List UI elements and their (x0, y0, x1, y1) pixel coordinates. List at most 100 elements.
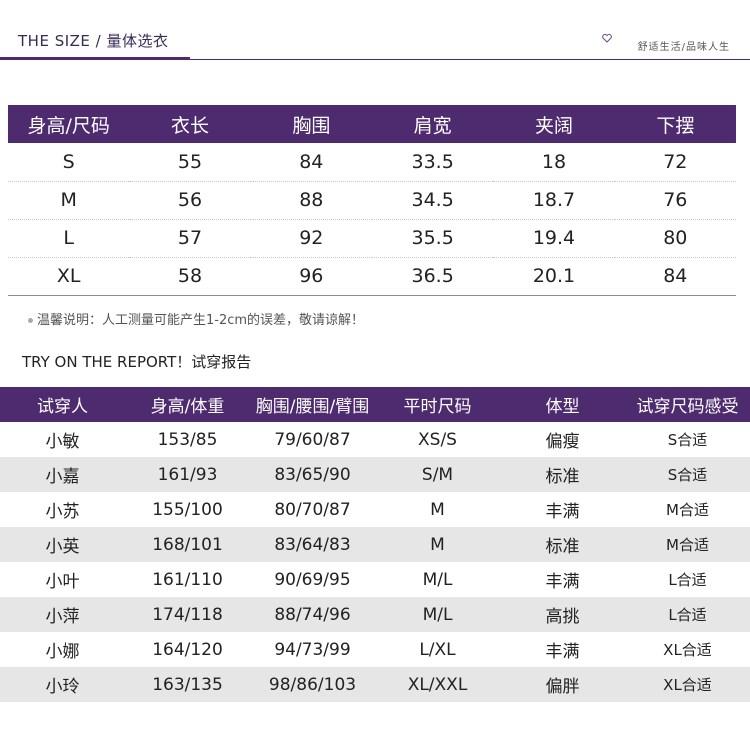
try-table-header-row: 试穿人 身高/体重 胸围/腰围/臂围 平时尺码 体型 试穿尺码感受 (0, 387, 750, 422)
try-cell: 83/65/90 (250, 457, 375, 492)
measurement-note-text: 温馨说明：人工测量可能产生1-2cm的误差，敬请谅解！ (37, 313, 365, 328)
try-cell: S合适 (625, 457, 750, 492)
page-header: THE SIZE / 量体选衣 舒适生活/品味人生 (0, 0, 750, 62)
try-cell: M/L (422, 569, 453, 590)
try-col-header: 试穿尺码感受 (625, 387, 750, 422)
page-title: THE SIZE / 量体选衣 (18, 32, 169, 50)
try-cell: 小玲 (0, 667, 125, 702)
try-cell: 标准 (500, 527, 625, 562)
try-cell: 80/70/87 (274, 499, 351, 520)
size-cell: 80 (614, 219, 736, 258)
try-table-row: 小嘉 161/93 83/65/90 S/M 标准 S合适 (0, 457, 750, 492)
size-cell: 19.4 (493, 219, 615, 258)
try-cell: S合适 (667, 431, 708, 449)
try-cell: 偏瘦 (545, 432, 580, 452)
try-cell: M/L (375, 597, 500, 632)
size-cell: 96 (250, 257, 372, 296)
size-cell: 84 (250, 143, 372, 182)
try-cell: XL/XXL (375, 667, 500, 702)
size-table-row: XL 58 96 36.5 20.1 84 (8, 257, 736, 296)
size-cell: XL (8, 257, 130, 296)
try-cell: 161/93 (125, 457, 250, 492)
try-table-row: 小娜 164/120 94/73/99 L/XL 丰满 XL合适 (0, 632, 750, 667)
size-cell: 20.1 (493, 257, 615, 296)
try-cell: 丰满 (545, 642, 580, 662)
size-cell: 58 (129, 257, 251, 296)
size-cell: 56 (129, 181, 251, 220)
try-cell: 98/86/103 (250, 667, 375, 702)
size-cell: 92 (250, 219, 372, 258)
try-table-row: 小敏 153/85 79/60/87 XS/S 偏瘦 S合适 (0, 422, 750, 457)
try-section-title: TRY ON THE REPORT！试穿报告 (22, 353, 252, 371)
size-cell: 57 (129, 219, 251, 258)
brand-slogan: 舒适生活/品味人生 (637, 42, 730, 53)
size-col-header: 身高/尺码 (8, 105, 130, 143)
size-table-row: M 56 88 34.5 18.7 76 (8, 181, 736, 220)
try-cell: 88/74/96 (250, 597, 375, 632)
try-cell: 164/120 (152, 639, 223, 660)
size-cell: 55 (129, 143, 251, 182)
size-cell: M (8, 181, 130, 220)
try-cell: 小苏 (45, 502, 80, 522)
try-col-header: 胸围/腰围/臂围 (250, 387, 375, 422)
size-cell: 34.5 (371, 181, 494, 220)
size-table: 身高/尺码 衣长 胸围 肩宽 夹阔 下摆 S 55 84 33.5 18 72 … (8, 105, 736, 296)
try-on-table: 试穿人 身高/体重 胸围/腰围/臂围 平时尺码 体型 试穿尺码感受 小敏 153… (0, 387, 750, 702)
try-cell: 163/135 (125, 667, 250, 702)
try-cell: 153/85 (157, 429, 218, 450)
measurement-note: 温馨说明：人工测量可能产生1-2cm的误差，敬请谅解！ (28, 309, 364, 328)
try-cell: XS/S (418, 429, 457, 450)
try-cell: 丰满 (545, 572, 580, 592)
try-cell: L合适 (625, 597, 750, 632)
try-cell: 小敏 (45, 432, 80, 452)
try-cell: L合适 (668, 571, 707, 589)
try-cell: M合适 (625, 527, 750, 562)
try-cell: 小娜 (45, 642, 80, 662)
try-cell: 83/64/83 (250, 527, 375, 562)
size-col-header: 衣长 (129, 105, 251, 143)
size-col-header: 下摆 (614, 105, 736, 143)
size-col-header: 胸围 (250, 105, 372, 143)
try-col-header: 身高/体重 (125, 387, 250, 422)
bullet-icon (28, 318, 33, 323)
try-cell: 161/110 (152, 569, 223, 590)
size-cell: S (8, 143, 130, 182)
size-cell: 72 (614, 143, 736, 182)
try-table-row: 小叶 161/110 90/69/95 M/L 丰满 L合适 (0, 562, 750, 597)
try-cell: 高挑 (500, 597, 625, 632)
try-cell: 小叶 (45, 572, 80, 592)
try-col-header: 平时尺码 (375, 387, 500, 422)
try-cell: 168/101 (125, 527, 250, 562)
try-table-row: 小萍 174/118 88/74/96 M/L 高挑 L合适 (0, 597, 750, 632)
size-cell: 76 (614, 181, 736, 220)
try-cell: 小萍 (0, 597, 125, 632)
size-cell: 33.5 (371, 143, 494, 182)
size-col-header: 肩宽 (371, 105, 494, 143)
try-cell: M合适 (666, 501, 709, 519)
title-underline (0, 57, 190, 60)
try-cell: 155/100 (152, 499, 223, 520)
try-cell: 79/60/87 (274, 429, 351, 450)
try-cell: M (375, 527, 500, 562)
size-table-header-row: 身高/尺码 衣长 胸围 肩宽 夹阔 下摆 (8, 105, 736, 143)
size-col-header: 夹阔 (493, 105, 615, 143)
try-cell: 小英 (0, 527, 125, 562)
try-cell: 小嘉 (0, 457, 125, 492)
try-cell: 94/73/99 (274, 639, 351, 660)
size-cell: 84 (614, 257, 736, 296)
size-cell: 88 (250, 181, 372, 220)
header-divider (190, 59, 750, 60)
size-cell: 36.5 (371, 257, 494, 296)
try-cell: S/M (375, 457, 500, 492)
try-table-row: 小玲 163/135 98/86/103 XL/XXL 偏胖 XL合适 (0, 667, 750, 702)
size-table-row: L 57 92 35.5 19.4 80 (8, 219, 736, 258)
size-cell: 18 (493, 143, 615, 182)
size-table-row: S 55 84 33.5 18 72 (8, 143, 736, 182)
try-cell: XL合适 (625, 667, 750, 702)
try-col-header: 试穿人 (0, 387, 125, 422)
size-cell: 35.5 (371, 219, 494, 258)
try-cell: XL合适 (663, 641, 712, 659)
size-cell: 18.7 (493, 181, 615, 220)
try-cell: 标准 (500, 457, 625, 492)
try-cell: 丰满 (545, 502, 580, 522)
